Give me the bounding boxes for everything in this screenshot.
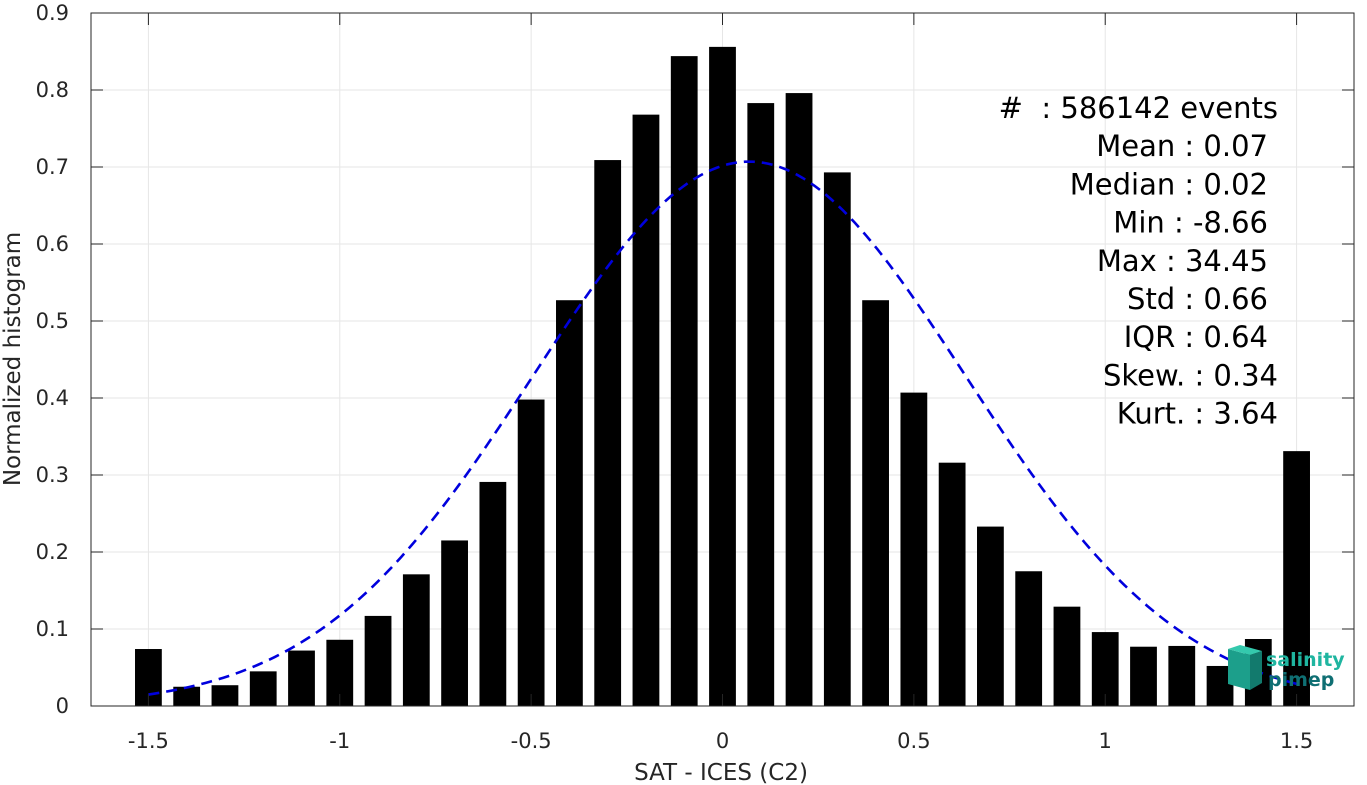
y-tick-label: 0.9 xyxy=(36,1,69,25)
x-tick-label: 1.5 xyxy=(1280,729,1313,753)
histogram-bar xyxy=(594,160,622,706)
stats-line: Mean : 0.07 xyxy=(1096,129,1268,163)
axis-ticks xyxy=(91,12,1354,707)
histogram-bar xyxy=(288,650,315,706)
histogram-bar xyxy=(862,300,889,706)
histogram-bar xyxy=(479,481,507,706)
y-tick-label: 0.8 xyxy=(36,78,69,102)
stats-line: IQR : 0.64 xyxy=(1124,320,1268,354)
y-axis-label: Normalized histogram xyxy=(0,232,26,486)
histogram-bars xyxy=(135,46,1310,707)
x-axis-label: SAT - ICES (C2) xyxy=(634,760,808,785)
histogram-bar xyxy=(1091,632,1119,706)
histogram-bar xyxy=(364,615,392,706)
histogram-bar xyxy=(173,686,201,706)
x-tick-label: 1 xyxy=(1099,729,1112,753)
histogram-bar xyxy=(709,46,736,706)
histogram-bar xyxy=(632,114,660,706)
x-tick-label: 0 xyxy=(716,729,729,753)
histogram-bar xyxy=(670,56,698,707)
logo-line1: salinity xyxy=(1266,649,1345,671)
histogram-bar xyxy=(938,462,966,706)
histogram-bar xyxy=(249,671,277,706)
histogram-bar xyxy=(900,392,928,706)
y-tick-label: 0.6 xyxy=(36,232,69,256)
histogram-bar xyxy=(785,93,813,706)
cube-icon xyxy=(1228,645,1262,690)
stats-line: Std : 0.66 xyxy=(1127,282,1268,316)
x-tick-label: 0.5 xyxy=(897,729,930,753)
stats-line: Max : 34.45 xyxy=(1097,244,1268,278)
histogram-bar xyxy=(977,526,1004,706)
y-tick-label: 0.1 xyxy=(36,617,69,641)
salinity-pimep-logo: salinity pimep xyxy=(1228,645,1345,691)
histogram-bar xyxy=(1168,645,1196,706)
histogram-bar xyxy=(517,399,545,706)
x-tick-label: -1.5 xyxy=(128,729,169,753)
y-tick-label: 0.3 xyxy=(36,463,69,487)
x-tick-label: -0.5 xyxy=(511,729,552,753)
y-tick-label: 0.5 xyxy=(36,309,69,333)
y-tick-label: 0.2 xyxy=(36,540,69,564)
logo-line2: pimep xyxy=(1268,669,1334,691)
histogram-bar xyxy=(556,300,583,706)
y-tick-label: 0 xyxy=(56,694,69,718)
histogram-bar xyxy=(211,685,239,706)
histogram-bar xyxy=(402,574,430,706)
stats-annotation: # : 586142 events Mean : 0.07 Median : 0.0… xyxy=(999,91,1278,431)
histogram-bar xyxy=(1053,606,1081,706)
stats-line: Kurt. : 3.64 xyxy=(1117,397,1278,431)
histogram-bar xyxy=(1015,571,1043,706)
x-tick-label: -1 xyxy=(329,729,350,753)
stats-line: Median : 0.02 xyxy=(1070,167,1268,201)
histogram-bar xyxy=(441,540,468,706)
histogram-bar xyxy=(747,103,775,707)
y-tick-labels: 0 0.1 0.2 0.3 0.4 0.5 0.6 0.7 0.8 0.9 xyxy=(36,1,69,718)
stats-line: Skew. : 0.34 xyxy=(1103,358,1278,392)
histogram-bar xyxy=(1130,646,1157,706)
stats-line: Min : -8.66 xyxy=(1113,206,1268,240)
histogram-bar xyxy=(1283,451,1310,706)
x-tick-labels: -1.5 -1 -0.5 0 0.5 1 1.5 xyxy=(128,729,1313,753)
stats-line: # : 586142 events xyxy=(999,91,1278,125)
y-tick-label: 0.7 xyxy=(36,155,69,179)
histogram-bar xyxy=(823,172,851,706)
y-tick-label: 0.4 xyxy=(36,386,69,410)
